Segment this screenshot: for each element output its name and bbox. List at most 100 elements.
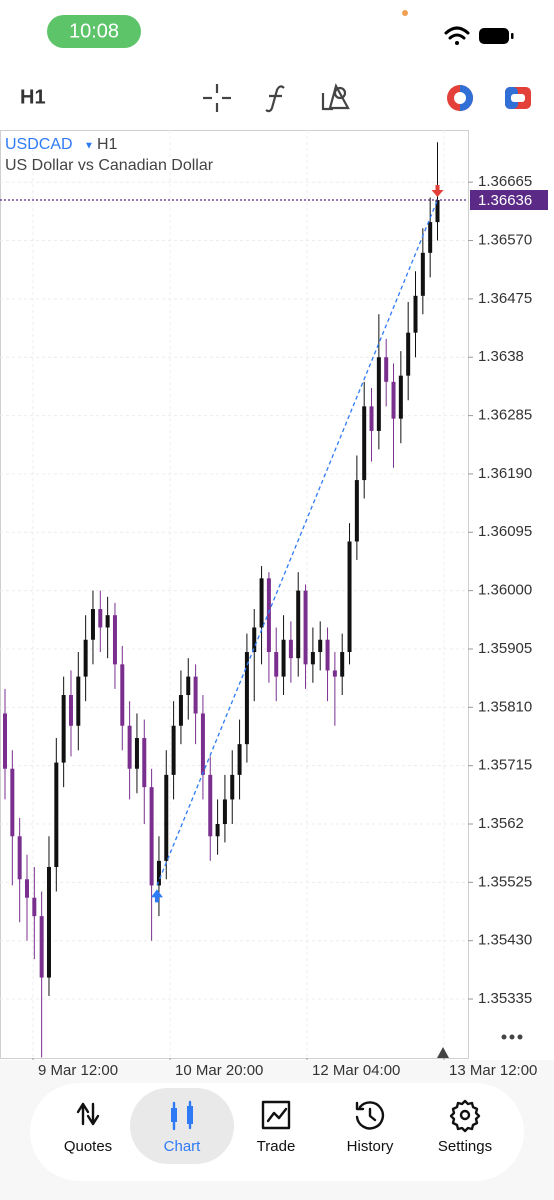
candle-body <box>32 897 37 917</box>
y-tick-label: 1.36475 <box>478 290 532 307</box>
tab-highlight <box>130 1088 234 1164</box>
candle-body <box>178 695 183 726</box>
buy-marker <box>150 889 163 903</box>
candle-body <box>105 615 110 628</box>
candle-body <box>76 676 81 726</box>
indicators-button[interactable] <box>265 85 285 113</box>
y-tick-label: 1.3562 <box>478 815 524 832</box>
tab-icon <box>449 1099 481 1133</box>
candle-body <box>46 866 51 978</box>
candle-body <box>171 725 176 775</box>
candle-body <box>296 590 301 659</box>
tab[interactable]: History <box>347 1101 394 1155</box>
timeframe-button[interactable]: H1 <box>20 86 46 108</box>
tab-icon <box>459 1109 471 1121</box>
tab-icon <box>76 1102 100 1126</box>
y-tick-label: 1.36665 <box>478 173 532 190</box>
candle-body <box>252 627 257 653</box>
y-tick-label: 1.35905 <box>478 640 532 657</box>
x-tick-label: 9 Mar 12:00 <box>38 1062 118 1079</box>
candle-body <box>68 695 73 726</box>
trade-button[interactable] <box>505 87 531 109</box>
tab-bar <box>30 1083 524 1181</box>
wifi-icon <box>444 26 470 45</box>
candle-body <box>266 578 271 653</box>
tab-label: Chart <box>164 1138 202 1155</box>
candle-body <box>39 916 44 978</box>
candle-body <box>120 664 125 726</box>
candle-body <box>259 578 264 628</box>
y-tick-label: 1.36000 <box>478 582 532 599</box>
symbol-arrow: ▼ <box>84 141 94 152</box>
candle-body <box>318 639 323 653</box>
y-tick-label: 1.36190 <box>478 465 532 482</box>
tab[interactable]: Chart <box>130 1088 234 1164</box>
crosshair-button[interactable] <box>203 84 231 112</box>
price-label-bg <box>470 190 548 211</box>
y-tick-label: 1.35430 <box>478 932 532 949</box>
y-tick-label: 1.36095 <box>478 523 532 540</box>
chart-symbol[interactable]: USDCAD <box>5 136 73 153</box>
y-tick-label: 1.35810 <box>478 698 532 715</box>
tab[interactable]: Quotes <box>64 1102 112 1155</box>
candle-body <box>237 744 242 775</box>
account-button[interactable] <box>447 85 473 111</box>
candle-body <box>413 295 418 333</box>
grid <box>0 130 473 1063</box>
candle-body <box>406 332 411 376</box>
y-tick-label: 1.35525 <box>478 873 532 890</box>
tab[interactable]: Settings <box>438 1099 492 1155</box>
time: 10:08 <box>69 20 119 42</box>
candle-body <box>384 357 389 382</box>
tab[interactable]: Trade <box>257 1100 296 1155</box>
indicator-dot <box>402 10 408 16</box>
tab-icon <box>172 1100 192 1131</box>
tab-label: Quotes <box>64 1138 112 1155</box>
candle-body <box>340 652 345 677</box>
chart-description: US Dollar vs Canadian Dollar <box>5 157 214 174</box>
chart-frame <box>0 130 469 1059</box>
x-tick-label: 13 Mar 12:00 <box>449 1062 537 1079</box>
tab-icon <box>261 1100 291 1130</box>
candle-body <box>281 639 286 677</box>
candle-body <box>193 676 198 714</box>
candle-body <box>61 695 66 763</box>
battery-tip <box>511 33 514 39</box>
y-tick-label: 1.35335 <box>478 990 532 1007</box>
candle-body <box>230 774 235 800</box>
candle-body <box>127 725 132 769</box>
candle-body <box>310 652 315 665</box>
candle-body <box>24 879 29 898</box>
objects-button[interactable] <box>321 83 350 111</box>
y-tick-label: 1.3638 <box>478 348 524 365</box>
battery <box>479 28 509 44</box>
price-label: 1.36636 <box>478 192 532 209</box>
candle-body <box>347 541 352 653</box>
candle-body <box>98 609 103 628</box>
tab-label: Trade <box>257 1138 296 1155</box>
candle-body <box>186 676 191 696</box>
candle-body <box>274 652 279 677</box>
candle-body <box>142 738 147 788</box>
candle-body <box>200 713 205 775</box>
candle-body <box>208 774 213 837</box>
tab-icon <box>355 1101 385 1130</box>
candle-body <box>354 480 359 542</box>
candle-body <box>362 406 367 481</box>
candle-body <box>149 787 154 886</box>
candle-body <box>10 768 15 837</box>
candle-body <box>428 222 433 253</box>
y-tick-label: 1.36285 <box>478 407 532 424</box>
candle-body <box>244 652 249 745</box>
candle-body <box>17 836 22 880</box>
candle-body <box>391 381 396 419</box>
candle-body <box>222 799 227 825</box>
candle-body <box>398 375 403 419</box>
tab-label: History <box>347 1138 394 1155</box>
more-button[interactable] <box>501 1034 523 1040</box>
candle-body <box>83 639 88 677</box>
scroll-marker[interactable] <box>437 1047 449 1058</box>
time-pill <box>47 15 141 48</box>
